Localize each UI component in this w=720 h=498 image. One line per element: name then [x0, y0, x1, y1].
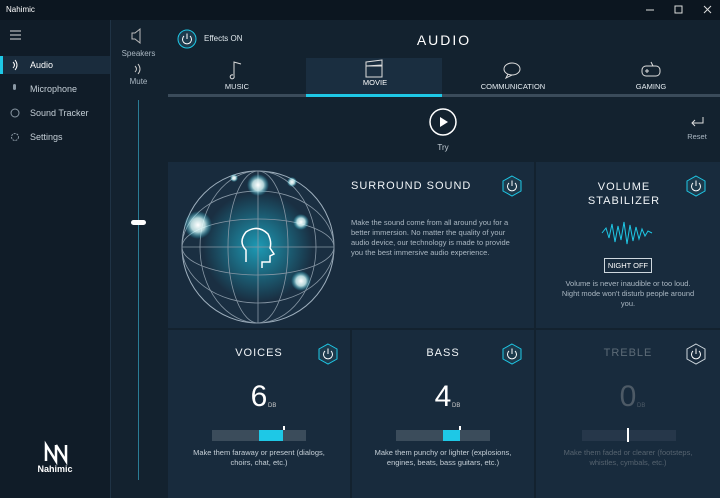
reset-label[interactable]: Reset [687, 132, 707, 141]
effects-power-icon[interactable] [177, 29, 197, 49]
try-label[interactable]: Try [437, 143, 449, 152]
window-title: Nahimic [6, 5, 35, 14]
stabilizer-toggle[interactable] [685, 175, 707, 197]
eq-description: Make them punchy or lighter (explosions,… [374, 448, 512, 467]
active-tab-underline [306, 94, 442, 97]
eq-unit: DB [452, 403, 461, 409]
eq-slider-knob[interactable] [283, 426, 285, 430]
effects-label: Effects ON [204, 34, 243, 43]
maximize[interactable] [674, 5, 683, 14]
volume-column [110, 20, 168, 498]
tab[interactable]: MOVIE [362, 78, 388, 87]
active-indicator [0, 56, 3, 74]
eq-toggle[interactable] [317, 343, 339, 365]
eq-value: 4 [434, 380, 452, 413]
nav-item[interactable]: Settings [30, 132, 63, 142]
menu-icon[interactable] [10, 30, 22, 40]
stabilizer-description: Volume is never inaudible or too loud. N… [561, 279, 695, 308]
eq-value: 0 [619, 380, 637, 413]
eq-description: Make them faded or clearer (footsteps, w… [563, 448, 693, 467]
reset-icon[interactable] [689, 116, 705, 130]
logo-mark [44, 440, 68, 466]
surround-description: Make the sound come from all around you … [351, 218, 510, 257]
eq-unit: DB [268, 403, 277, 409]
eq-slider-fill [443, 430, 460, 441]
eq-title: VOICES [235, 347, 283, 359]
waveform [601, 221, 653, 245]
try-button[interactable] [429, 108, 457, 136]
close[interactable] [703, 5, 712, 14]
nav-item[interactable]: Microphone [30, 84, 78, 94]
eq-slider-knob[interactable] [627, 428, 629, 442]
tab-underline [168, 94, 720, 97]
volume-knob[interactable] [131, 220, 146, 225]
sidebar [0, 20, 110, 498]
window-controls[interactable] [640, 4, 720, 16]
night-button[interactable]: NIGHT OFF [604, 258, 652, 273]
title-bar [0, 0, 720, 20]
tab[interactable]: MUSIC [224, 82, 250, 91]
tab[interactable]: GAMING [635, 82, 667, 91]
surround-title: SURROUND SOUND [351, 180, 472, 192]
page-title: AUDIO [416, 32, 472, 48]
logo-text: Nahimic [37, 464, 73, 474]
nav-icons [10, 59, 20, 141]
eq-toggle[interactable] [685, 343, 707, 365]
stabilizer-title: VOLUME STABILIZER [587, 181, 661, 207]
surround-sphere [181, 170, 335, 324]
eq-value: 6 [250, 380, 268, 413]
mute-icon[interactable] [132, 63, 144, 75]
eq-title: TREBLE [603, 347, 653, 359]
eq-title: BASS [426, 347, 460, 359]
nav-item[interactable]: Audio [30, 60, 54, 70]
speaker-icon[interactable] [130, 27, 146, 45]
active-tab-bg [306, 58, 442, 94]
output-label: Speakers [121, 49, 156, 58]
eq-toggle[interactable] [501, 343, 523, 365]
mute-label: Mute [129, 77, 148, 86]
tab-icons [229, 59, 661, 80]
active-item-bg [0, 56, 110, 74]
surround-toggle[interactable] [501, 175, 523, 197]
nav-item[interactable]: Sound Tracker [30, 108, 89, 118]
eq-slider[interactable] [582, 430, 676, 441]
volume-track [138, 100, 139, 480]
tab[interactable]: COMMUNICATION [480, 82, 546, 91]
eq-description: Make them faraway or present (dialogs, c… [193, 448, 325, 467]
eq-slider-knob[interactable] [459, 426, 461, 430]
eq-unit: DB [637, 403, 646, 409]
eq-slider-fill [259, 430, 283, 441]
